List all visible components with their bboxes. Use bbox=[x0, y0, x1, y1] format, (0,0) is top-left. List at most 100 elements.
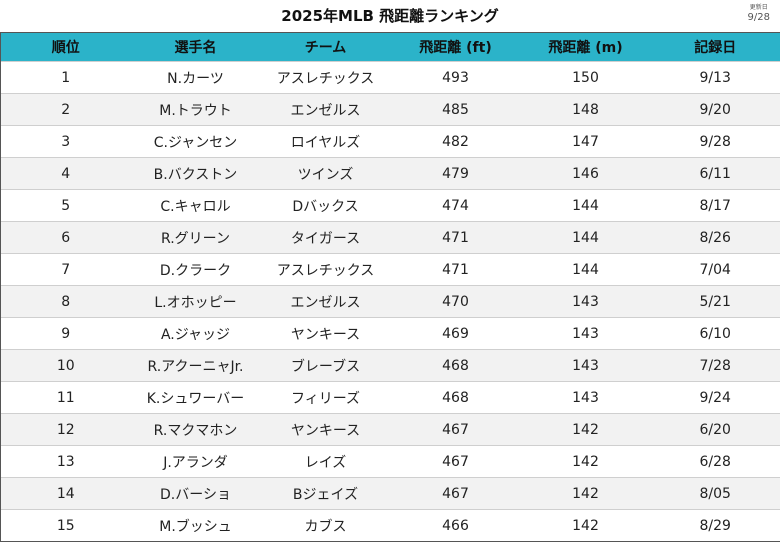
distance-m-cell: 142 bbox=[520, 477, 651, 510]
distance-ft-cell: 467 bbox=[390, 413, 521, 446]
rank-cell: 13 bbox=[0, 445, 131, 478]
player-cell: B.バクストン bbox=[130, 157, 261, 190]
distance-m-header: 飛距離 (m) bbox=[520, 32, 651, 62]
date-cell: 6/28 bbox=[650, 445, 780, 478]
team-cell: ブレーブス bbox=[260, 349, 391, 382]
table-row: 15 M.ブッシュ カブス 466 142 8/29 bbox=[0, 509, 780, 542]
distance-ft-cell: 467 bbox=[390, 477, 521, 510]
distance-m-cell: 143 bbox=[520, 317, 651, 350]
distance-ft-cell: 485 bbox=[390, 93, 521, 126]
rank-cell: 8 bbox=[0, 285, 131, 318]
player-cell: M.トラウト bbox=[130, 93, 261, 126]
team-cell: Dバックス bbox=[260, 189, 391, 222]
table-row: 12 R.マクマホン ヤンキース 467 142 6/20 bbox=[0, 413, 780, 446]
player-cell: D.クラーク bbox=[130, 253, 261, 286]
date-cell: 8/29 bbox=[650, 509, 780, 542]
table-row: 5 C.キャロル Dバックス 474 144 8/17 bbox=[0, 189, 780, 222]
table-body: 1 N.カーツ アスレチックス 493 150 9/13 2 M.トラウト エンゼルス 485 14… bbox=[0, 61, 780, 542]
distance-m-cell: 142 bbox=[520, 509, 651, 542]
player-cell: D.バーショ bbox=[130, 477, 261, 510]
team-cell: ヤンキース bbox=[260, 317, 391, 350]
player-cell: L.オホッピー bbox=[130, 285, 261, 318]
team-cell: ツインズ bbox=[260, 157, 391, 190]
table-row: 13 J.アランダ レイズ 467 142 6/28 bbox=[0, 445, 780, 478]
player-cell: A.ジャッジ bbox=[130, 317, 261, 350]
team-header: チーム bbox=[260, 32, 391, 62]
team-cell: タイガース bbox=[260, 221, 391, 254]
date-cell: 7/04 bbox=[650, 253, 780, 286]
distance-m-cell: 142 bbox=[520, 413, 651, 446]
date-cell: 9/20 bbox=[650, 93, 780, 126]
rank-cell: 2 bbox=[0, 93, 131, 126]
distance-ft-cell: 468 bbox=[390, 381, 521, 414]
date-cell: 8/26 bbox=[650, 221, 780, 254]
distance-m-cell: 148 bbox=[520, 93, 651, 126]
date-header: 記録日 bbox=[650, 32, 780, 62]
rank-cell: 5 bbox=[0, 189, 131, 222]
table-row: 8 L.オホッピー エンゼルス 470 143 5/21 bbox=[0, 285, 780, 318]
team-cell: エンゼルス bbox=[260, 93, 391, 126]
team-cell: Bジェイズ bbox=[260, 477, 391, 510]
date-cell: 6/11 bbox=[650, 157, 780, 190]
rank-cell: 3 bbox=[0, 125, 131, 158]
rank-cell: 4 bbox=[0, 157, 131, 190]
rank-cell: 7 bbox=[0, 253, 131, 286]
distance-ft-cell: 471 bbox=[390, 221, 521, 254]
distance-m-cell: 146 bbox=[520, 157, 651, 190]
date-cell: 8/05 bbox=[650, 477, 780, 510]
distance-m-cell: 150 bbox=[520, 61, 651, 94]
distance-m-cell: 144 bbox=[520, 221, 651, 254]
ranking-table: 順位 選手名 チーム 飛距離 (ft) 飛距離 (m) 記録日 1 N.カーツアスレチックス… bbox=[0, 32, 780, 542]
player-cell: R.マクマホン bbox=[130, 413, 261, 446]
player-cell: C.キャロル bbox=[130, 189, 261, 222]
rank-header: 順位 bbox=[0, 32, 131, 62]
distance-ft-cell: 493 bbox=[390, 61, 521, 94]
team-cell: レイズ bbox=[260, 445, 391, 478]
distance-m-cell: 144 bbox=[520, 189, 651, 222]
distance-ft-cell: 469 bbox=[390, 317, 521, 350]
updated-value: 9/28 bbox=[747, 12, 770, 23]
date-cell: 6/20 bbox=[650, 413, 780, 446]
date-cell: 6/10 bbox=[650, 317, 780, 350]
table-row: 1 N.カーツ アスレチックス 493 150 9/13 bbox=[0, 61, 780, 94]
table-row: 3 C.ジャンセン ロイヤルズ 482 147 9/28 bbox=[0, 125, 780, 158]
distance-ft-cell: 466 bbox=[390, 509, 521, 542]
team-cell: アスレチックス bbox=[260, 253, 391, 286]
team-cell: カブス bbox=[260, 509, 391, 542]
table-row: 7 D.クラーク アスレチックス 471 144 7/04 bbox=[0, 253, 780, 286]
table-row: 10 R.アクーニャJr. ブレーブス 468 143 7/28 bbox=[0, 349, 780, 382]
date-cell: 7/28 bbox=[650, 349, 780, 382]
distance-m-cell: 143 bbox=[520, 349, 651, 382]
table-row: 9 A.ジャッジ ヤンキース 469 143 6/10 bbox=[0, 317, 780, 350]
table-row: 4 B.バクストン ツインズ 479 146 6/11 bbox=[0, 157, 780, 190]
distance-ft-header: 飛距離 (ft) bbox=[390, 32, 521, 62]
player-cell: R.グリーン bbox=[130, 221, 261, 254]
date-cell: 9/28 bbox=[650, 125, 780, 158]
rank-cell: 15 bbox=[0, 509, 131, 542]
rank-cell: 14 bbox=[0, 477, 131, 510]
distance-m-cell: 143 bbox=[520, 285, 651, 318]
distance-ft-cell: 474 bbox=[390, 189, 521, 222]
date-cell: 9/13 bbox=[650, 61, 780, 94]
rank-cell: 12 bbox=[0, 413, 131, 446]
player-cell: K.シュワーバー bbox=[130, 381, 261, 414]
team-cell: フィリーズ bbox=[260, 381, 391, 414]
header-row: 順位 選手名 チーム 飛距離 (ft) 飛距離 (m) 記録日 bbox=[0, 32, 780, 62]
rank-cell: 10 bbox=[0, 349, 131, 382]
distance-ft-cell: 468 bbox=[390, 349, 521, 382]
player-cell: J.アランダ bbox=[130, 445, 261, 478]
date-cell: 9/24 bbox=[650, 381, 780, 414]
player-header: 選手名 bbox=[130, 32, 261, 62]
table-row: 6 R.グリーン タイガース 471 144 8/26 bbox=[0, 221, 780, 254]
team-cell: ロイヤルズ bbox=[260, 125, 391, 158]
player-cell: N.カーツ bbox=[130, 61, 261, 94]
rank-cell: 1 bbox=[0, 61, 131, 94]
player-cell: C.ジャンセン bbox=[130, 125, 261, 158]
distance-ft-cell: 467 bbox=[390, 445, 521, 478]
rank-cell: 6 bbox=[0, 221, 131, 254]
player-cell: M.ブッシュ bbox=[130, 509, 261, 542]
updated-label: 更新日 bbox=[749, 4, 768, 11]
table-row: 14 D.バーショ Bジェイズ 467 142 8/05 bbox=[0, 477, 780, 510]
date-cell: 5/21 bbox=[650, 285, 780, 318]
table-row: 2 M.トラウト エンゼルス 485 148 9/20 bbox=[0, 93, 780, 126]
